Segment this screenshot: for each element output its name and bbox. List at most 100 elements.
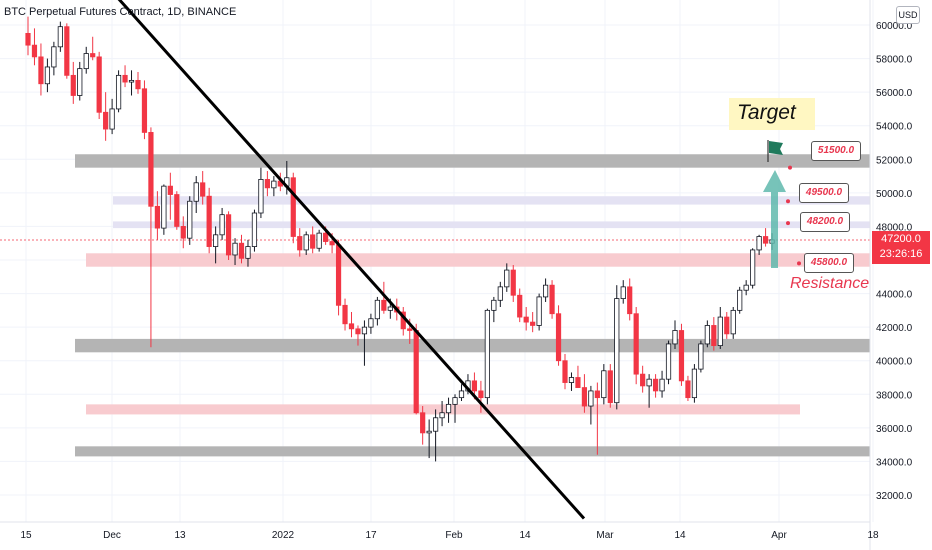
candle-body [555, 313, 562, 362]
candle-body [471, 380, 478, 392]
level-dot [786, 221, 790, 226]
candle-body [672, 330, 678, 345]
candle-body [659, 378, 665, 392]
candle-body [691, 368, 698, 399]
candle-body [219, 214, 225, 236]
candle-body [374, 299, 380, 320]
price-tick-label: 42000.0 [876, 323, 913, 334]
candle-body [452, 397, 458, 405]
time-tick-label: Dec [103, 530, 121, 541]
price-tick-label: 58000.0 [876, 55, 913, 66]
candle-body [174, 194, 180, 227]
descending-trendline [117, 0, 586, 520]
time-tick-label: Apr [771, 530, 787, 541]
candle-body [200, 182, 206, 197]
candle-body [762, 236, 769, 244]
candle-body [491, 299, 497, 311]
candle-body [543, 284, 549, 298]
candle-body [245, 246, 251, 259]
level-label-45800: 45800.0 [804, 253, 854, 273]
price-tick-label: 32000.0 [876, 491, 913, 502]
candle-body [135, 79, 141, 90]
candle-body [154, 205, 160, 229]
resistance-label: Resistance [790, 275, 870, 292]
candle-body [588, 390, 594, 407]
target-label: Target [737, 101, 796, 124]
candle-body [407, 328, 413, 331]
level-label-51500: 51500.0 [811, 141, 861, 161]
candle-body [737, 289, 743, 311]
candle-body [439, 412, 445, 419]
zone-lavender [113, 221, 870, 229]
candle-body [115, 74, 122, 110]
candle-body [646, 378, 652, 387]
candle-body [167, 185, 173, 195]
candle-body [103, 111, 109, 130]
currency-button[interactable]: USD [896, 6, 920, 24]
candle-body [536, 296, 542, 326]
candle-body [161, 185, 167, 229]
candle-body [678, 330, 685, 382]
time-tick-label: 17 [365, 530, 377, 541]
candle-body [601, 370, 607, 399]
candle-body [232, 242, 238, 256]
candle-body [25, 32, 31, 46]
candle-body [31, 44, 38, 58]
candle-body [180, 226, 186, 239]
candle-body [38, 56, 44, 85]
candle-body [562, 360, 568, 383]
candle-body [549, 284, 555, 315]
candle-body [387, 306, 393, 311]
price-tick-label: 38000.0 [876, 390, 913, 401]
candle-body [128, 79, 135, 83]
candle-body [614, 298, 620, 404]
candle-body [193, 182, 199, 202]
candle-body [122, 74, 128, 83]
candle-body [271, 180, 277, 189]
candle-body [225, 214, 232, 256]
candle-body [510, 269, 516, 296]
candle-body [445, 403, 452, 414]
upward-target-arrow [763, 170, 786, 268]
time-tick-label: 15 [20, 530, 32, 541]
candle-body [607, 370, 613, 404]
candle-body [517, 294, 523, 318]
level-dot [797, 261, 801, 266]
candles [25, 16, 775, 462]
candle-body [685, 380, 691, 399]
candle-body [323, 232, 329, 242]
zone-lavender [113, 196, 870, 205]
arrow-shape [763, 170, 786, 268]
price-tick-label: 52000.0 [876, 155, 913, 166]
time-axis: 15 Dec 13 2022 17 Feb 14 Mar 14 Apr 18 [20, 530, 879, 541]
candle-body [743, 284, 749, 291]
candle-body [497, 286, 503, 301]
price-tick-label: 56000.0 [876, 88, 913, 99]
candle-body [484, 309, 490, 399]
price-tick-label: 44000.0 [876, 290, 913, 301]
level-markers [786, 165, 801, 266]
candle-body [368, 318, 374, 328]
candle-body [575, 377, 581, 388]
chart-title: BTC Perpetual Futures Contract, 1D, BINA… [4, 6, 237, 18]
candle-body [213, 234, 219, 247]
candle-body [665, 343, 672, 380]
candle-body [717, 316, 723, 347]
current-price: 47200.0 [881, 233, 921, 245]
candle-body [627, 286, 633, 315]
candle-body [335, 244, 342, 306]
candle-body [64, 26, 70, 76]
price-tick-label: 54000.0 [876, 122, 913, 133]
candle-body [420, 412, 426, 434]
candle-body [251, 212, 258, 247]
candle-body [109, 108, 115, 130]
flag-icon [767, 140, 783, 162]
price-tick-label: 50000.0 [876, 189, 913, 200]
candle-body [523, 316, 529, 323]
candle-body [90, 53, 96, 58]
candle-body [433, 417, 439, 432]
candle-body [141, 88, 148, 133]
candle-body [258, 179, 264, 214]
candle-body [206, 195, 212, 247]
